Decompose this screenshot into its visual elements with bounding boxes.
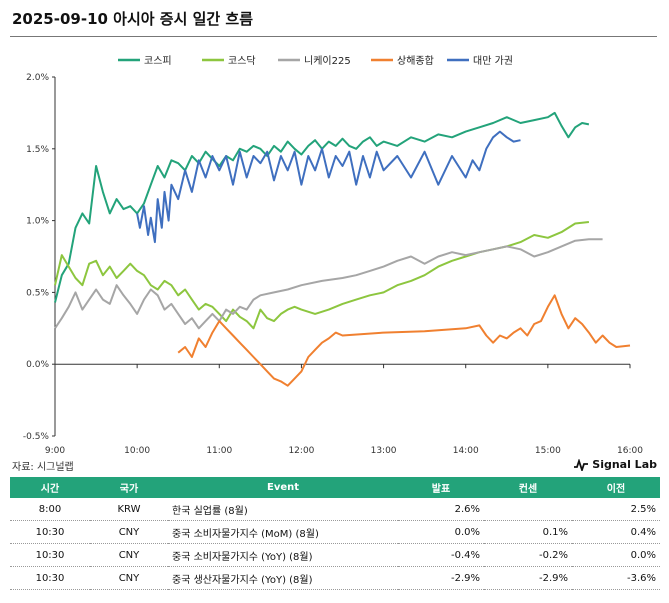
x-tick-label: 10:00 bbox=[124, 446, 150, 455]
header-event: Event bbox=[168, 477, 398, 498]
cell-actual: 0.0% bbox=[398, 520, 484, 544]
series-line-4 bbox=[177, 294, 631, 387]
cell-consensus: -0.2% bbox=[484, 543, 572, 567]
cell-country: CNY bbox=[90, 566, 168, 590]
table-row: 10:30 CNY 중국 소비자물가지수 (YoY) (8월) -0.4% -0… bbox=[10, 543, 660, 567]
series-line-3 bbox=[54, 238, 603, 330]
economic-calendar-table: 시간 국가 Event 발표 컨센 이전 8:00 KRW 한국 실업률 (8월… bbox=[10, 477, 660, 590]
cell-previous: 0.4% bbox=[572, 520, 660, 544]
cell-actual: 2.6% bbox=[398, 498, 484, 521]
y-tick-label: 0.0% bbox=[26, 360, 49, 370]
line-chart: 2.0% 1.5% 1.0% 0.5% 0.0% -0.5% 9:00 10:00 11:00 1… bbox=[23, 54, 643, 455]
source-note: 자료: 시그널랩 bbox=[12, 462, 74, 473]
cell-country: CNY bbox=[90, 520, 168, 544]
title-divider bbox=[10, 36, 657, 37]
legend-label: 코스피 bbox=[144, 55, 172, 67]
cell-country: CNY bbox=[90, 543, 168, 567]
legend-label: 니케이225 bbox=[304, 55, 351, 67]
y-tick-label: 2.0% bbox=[26, 73, 49, 83]
cell-previous: 0.0% bbox=[572, 543, 660, 567]
cell-time: 10:30 bbox=[10, 520, 90, 544]
x-tick-label: 15:00 bbox=[535, 446, 561, 455]
header-country: 국가 bbox=[90, 477, 168, 498]
cell-consensus bbox=[484, 498, 572, 521]
x-tick-label: 12:00 bbox=[288, 446, 314, 455]
legend-label: 상해종합 bbox=[397, 54, 434, 67]
cell-time: 10:30 bbox=[10, 566, 90, 590]
series-line-2 bbox=[54, 221, 590, 330]
signal-pulse-icon bbox=[574, 458, 589, 471]
x-tick-label: 14:00 bbox=[453, 446, 479, 455]
y-tick-label: -0.5% bbox=[23, 432, 50, 442]
table-row: 8:00 KRW 한국 실업률 (8월) 2.6% 2.5% bbox=[10, 498, 660, 521]
table-header-row: 시간 국가 Event 발표 컨센 이전 bbox=[10, 477, 660, 498]
x-tick-label: 13:00 bbox=[371, 446, 397, 455]
series-line-1 bbox=[54, 111, 590, 303]
cell-time: 10:30 bbox=[10, 543, 90, 567]
cell-event: 한국 실업률 (8월) bbox=[168, 498, 398, 521]
cell-event: 중국 소비자물가지수 (MoM) (8월) bbox=[168, 520, 398, 544]
header-previous: 이전 bbox=[572, 477, 660, 498]
x-tick-label: 9:00 bbox=[45, 446, 65, 455]
cell-previous: 2.5% bbox=[572, 498, 660, 521]
legend-label: 대만 가권 bbox=[473, 55, 513, 67]
header-consensus: 컨센 bbox=[484, 477, 572, 498]
page-title: 2025-09-10 아시아 증시 일간 흐름 bbox=[12, 10, 254, 28]
cell-actual: -2.9% bbox=[398, 566, 484, 590]
cell-time: 8:00 bbox=[10, 498, 90, 521]
cell-consensus: 0.1% bbox=[484, 520, 572, 544]
y-tick-label: 1.5% bbox=[26, 145, 49, 155]
cell-actual: -0.4% bbox=[398, 543, 484, 567]
x-tick-label: 16:00 bbox=[617, 446, 643, 455]
header-actual: 발표 bbox=[398, 477, 484, 498]
brand-name: Signal Lab bbox=[592, 458, 657, 471]
cell-country: KRW bbox=[90, 498, 168, 521]
cell-consensus: -2.9% bbox=[484, 566, 572, 590]
legend-label: 코스닥 bbox=[228, 55, 256, 67]
cell-event: 중국 소비자물가지수 (YoY) (8월) bbox=[168, 543, 398, 567]
table-row: 10:30 CNY 중국 생산자물가지수 (YoY) (8월) -2.9% -2… bbox=[10, 566, 660, 590]
y-tick-label: 0.5% bbox=[26, 288, 49, 298]
series-line-5 bbox=[136, 130, 521, 244]
brand-logo: Signal Lab bbox=[574, 458, 657, 471]
cell-event: 중국 생산자물가지수 (YoY) (8월) bbox=[168, 566, 398, 590]
y-tick-label: 1.0% bbox=[26, 217, 49, 227]
x-tick-label: 11:00 bbox=[206, 446, 232, 455]
cell-previous: -3.6% bbox=[572, 566, 660, 590]
header-time: 시간 bbox=[10, 477, 90, 498]
table-row: 10:30 CNY 중국 소비자물가지수 (MoM) (8월) 0.0% 0.1… bbox=[10, 520, 660, 544]
